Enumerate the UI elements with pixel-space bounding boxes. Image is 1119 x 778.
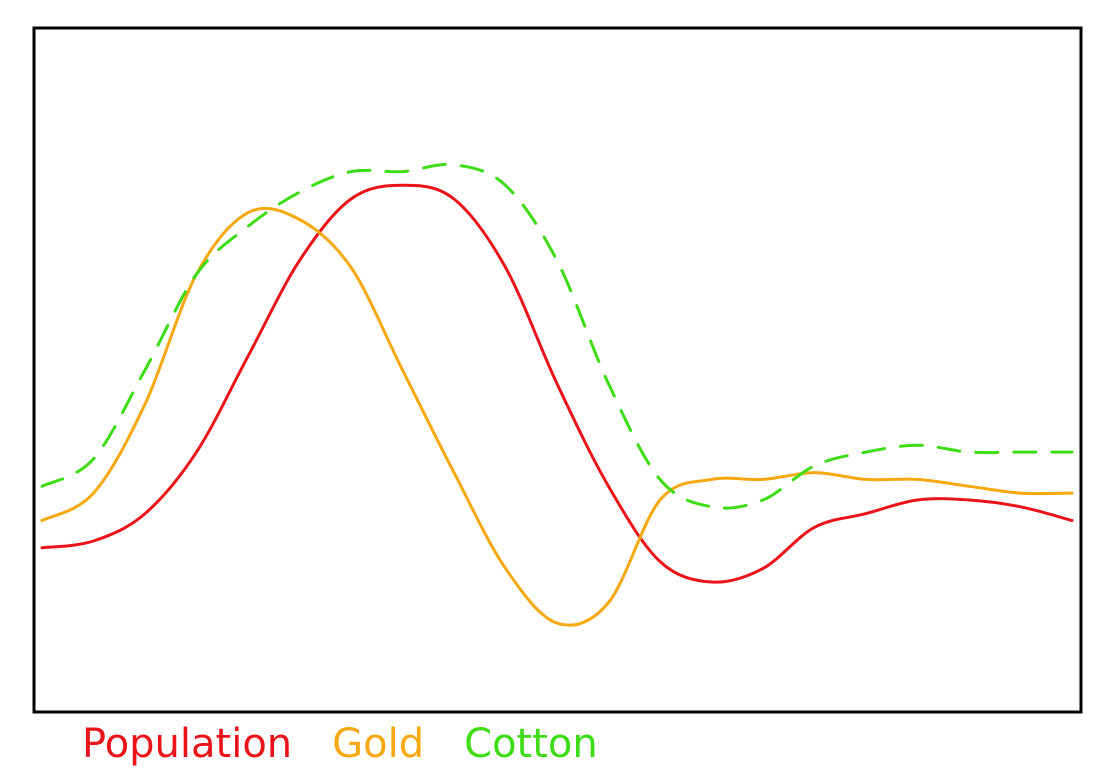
plot-frame bbox=[32, 26, 1083, 714]
legend-label-population: Population bbox=[82, 721, 292, 767]
series-line-cotton bbox=[40, 162, 1074, 510]
legend: Population Gold Cotton bbox=[82, 721, 598, 767]
series-layer bbox=[40, 162, 1074, 627]
legend-label-gold: Gold bbox=[332, 721, 424, 767]
series-line-population bbox=[40, 183, 1074, 584]
legend-label-cotton: Cotton bbox=[464, 721, 598, 767]
